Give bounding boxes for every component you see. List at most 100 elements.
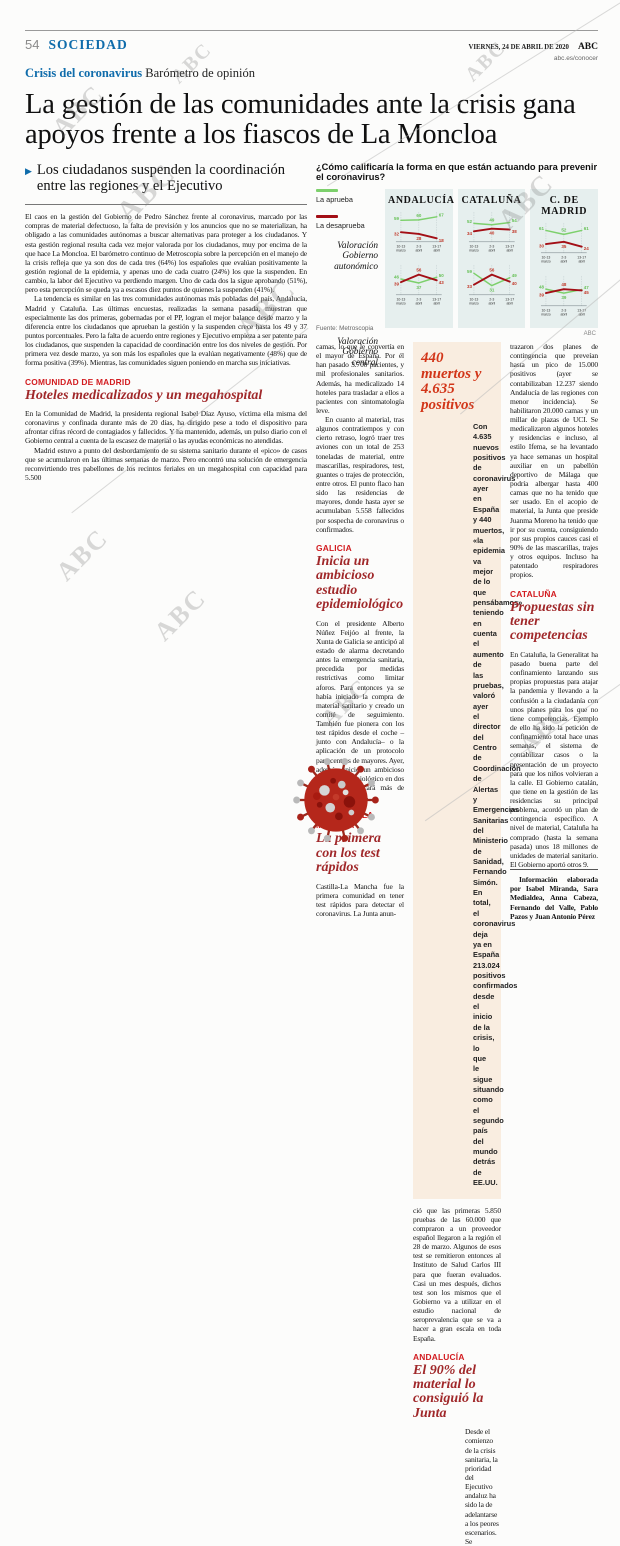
svg-text:59: 59 <box>394 215 399 220</box>
svg-text:10-13: 10-13 <box>542 255 551 259</box>
svg-text:39: 39 <box>539 293 544 298</box>
section-kicker: GALICIA <box>316 542 352 553</box>
svg-text:13-17: 13-17 <box>505 244 514 248</box>
svg-text:35: 35 <box>562 243 567 248</box>
header-rule <box>25 30 598 31</box>
svg-text:2-3: 2-3 <box>562 309 567 313</box>
section-title: SOCIEDAD <box>48 37 128 52</box>
svg-text:32: 32 <box>394 231 399 236</box>
highlight-box-body: Con 4.635 nuevos positivos de coronaviru… <box>473 421 523 1188</box>
chart-region-title: CATALUÑA <box>461 194 522 206</box>
body-paragraph: La tendencia es similar en las tres comu… <box>25 294 307 368</box>
svg-text:59: 59 <box>467 269 472 274</box>
svg-text:39: 39 <box>394 282 399 287</box>
body-paragraph: En cuanto al material, tras algunos cont… <box>316 415 404 534</box>
standfirst: ▶ Los ciudadanos suspenden la coordinaci… <box>25 162 307 196</box>
svg-text:13-17: 13-17 <box>578 309 587 313</box>
row-label-autonomico: Valoración Gobierno autonómico <box>334 240 378 272</box>
svg-text:13-17: 13-17 <box>432 244 441 248</box>
section-kicker: COMUNIDAD DE MADRID <box>25 376 131 387</box>
svg-text:2-3: 2-3 <box>562 255 567 259</box>
svg-text:abril: abril <box>433 248 440 252</box>
svg-text:2-3: 2-3 <box>416 244 421 248</box>
date-line: VIERNES, 24 DE ABRIL DE 2020 <box>468 44 569 51</box>
body-paragraph: Desde el comienzo de la crisis sanitaria… <box>465 1427 499 1546</box>
site-url: abc.es/conocer <box>553 55 598 62</box>
brand-logo: ABC <box>577 42 598 52</box>
svg-text:abril: abril <box>579 313 586 317</box>
svg-text:52: 52 <box>467 218 472 223</box>
svg-text:60: 60 <box>416 212 421 217</box>
svg-text:61: 61 <box>584 225 589 230</box>
svg-text:28: 28 <box>416 235 421 240</box>
svg-text:45: 45 <box>584 290 589 295</box>
chart-panel-1: ANDALUCÍA 59 60 67 32 28 18 10-13 marzo 2-3 abril 1… <box>385 188 454 328</box>
body-paragraph: ció que las primeras 5.850 pruebas de la… <box>413 1205 501 1343</box>
chart-region-title: C. DE MADRID <box>541 194 588 217</box>
chart-title: ¿Cómo calificaría la forma en que están … <box>316 161 598 182</box>
coronavirus-illustration <box>293 758 379 842</box>
svg-text:10-13: 10-13 <box>469 244 478 248</box>
chart-credit: ABC <box>583 330 596 337</box>
svg-text:marzo: marzo <box>541 259 551 263</box>
legend-swatch <box>316 214 338 218</box>
svg-text:abril: abril <box>416 302 423 306</box>
chart-block: ¿Cómo calificaría la forma en que están … <box>316 161 599 368</box>
svg-text:abril: abril <box>416 248 423 252</box>
body-paragraph: trazaron dos planes de contingencia que … <box>510 341 598 580</box>
svg-text:10-13: 10-13 <box>396 298 405 302</box>
body-paragraph: Madrid estuvo a punto del desbordamiento… <box>25 445 307 482</box>
chart-panel-2: CATALUÑA 52 49 54 34 40 38 10-13 marzo 2-3 abril 13… <box>457 188 526 328</box>
svg-text:56: 56 <box>489 268 494 273</box>
standfirst-rule <box>25 204 307 206</box>
chart-legend: La aprueba La desaprueba <box>316 188 380 230</box>
svg-text:10-13: 10-13 <box>542 309 551 313</box>
svg-text:marzo: marzo <box>541 313 551 317</box>
highlight-box-title: 440 muertos y 4.635 positivos <box>421 349 482 414</box>
page-number: 54 <box>25 37 40 52</box>
svg-text:abril: abril <box>506 302 513 306</box>
svg-text:abril: abril <box>488 302 495 306</box>
highlight-box: 440 muertos y 4.635 positivos Con 4.635 n… <box>413 341 523 1199</box>
svg-text:67: 67 <box>439 212 444 217</box>
page-header: 54 SOCIEDAD VIERNES, 24 DE ABRIL DE 2020… <box>25 30 598 151</box>
standfirst-text: Los ciudadanos suspenden la coordinación… <box>36 161 285 195</box>
svg-text:40: 40 <box>489 230 494 235</box>
svg-text:marzo: marzo <box>396 302 406 306</box>
headline: La gestión de las comunidades ante la cr… <box>25 89 576 151</box>
row-label-central: Valoración Gobierno central <box>337 336 378 368</box>
svg-text:40: 40 <box>511 281 516 286</box>
text-column-4: trazaron dos planes de contingencia que … <box>510 342 598 1546</box>
chart-panel-3: C. DE MADRID 61 52 61 30 35 24 10-13 marzo 2-3 abr… <box>530 188 599 328</box>
svg-text:2-3: 2-3 <box>489 298 494 302</box>
svg-text:10-13: 10-13 <box>396 244 405 248</box>
svg-text:61: 61 <box>539 225 544 230</box>
section-kicker: CATALUÑA <box>510 588 557 599</box>
svg-text:marzo: marzo <box>396 248 406 252</box>
svg-text:46: 46 <box>394 275 399 280</box>
svg-text:43: 43 <box>439 280 444 285</box>
svg-text:abril: abril <box>579 259 586 263</box>
page-kicker: Crisis del coronavirus Barómetro de opin… <box>25 66 598 81</box>
svg-text:50: 50 <box>439 273 444 278</box>
svg-text:47: 47 <box>584 285 589 290</box>
byline: Información elaborada por Isabel Miranda… <box>510 869 598 921</box>
body-paragraph: En Cataluña, la Generalitat ha pasado bu… <box>510 649 598 870</box>
legend-label: La aprueba <box>316 194 353 204</box>
section-subhead: Hoteles medicalizados y un megahospital <box>25 387 263 403</box>
page-kicker-bold: Crisis del coronavirus <box>25 66 143 81</box>
svg-text:abril: abril <box>506 248 513 252</box>
legend-swatch <box>316 188 338 192</box>
svg-text:abril: abril <box>561 259 568 263</box>
chart-panels: ANDALUCÍA 59 60 67 32 28 18 10-13 marzo 2-3 abril 1… <box>385 188 599 328</box>
section-kicker: ANDALUCÍA <box>413 1351 465 1362</box>
svg-text:13-17: 13-17 <box>432 298 441 302</box>
text-column-2: camas, lo que le convertía en el mayor d… <box>316 342 404 1546</box>
svg-text:abril: abril <box>561 313 568 317</box>
svg-text:24: 24 <box>584 246 589 251</box>
legend-item: La desaprueba <box>316 214 380 230</box>
svg-text:31: 31 <box>489 288 494 293</box>
